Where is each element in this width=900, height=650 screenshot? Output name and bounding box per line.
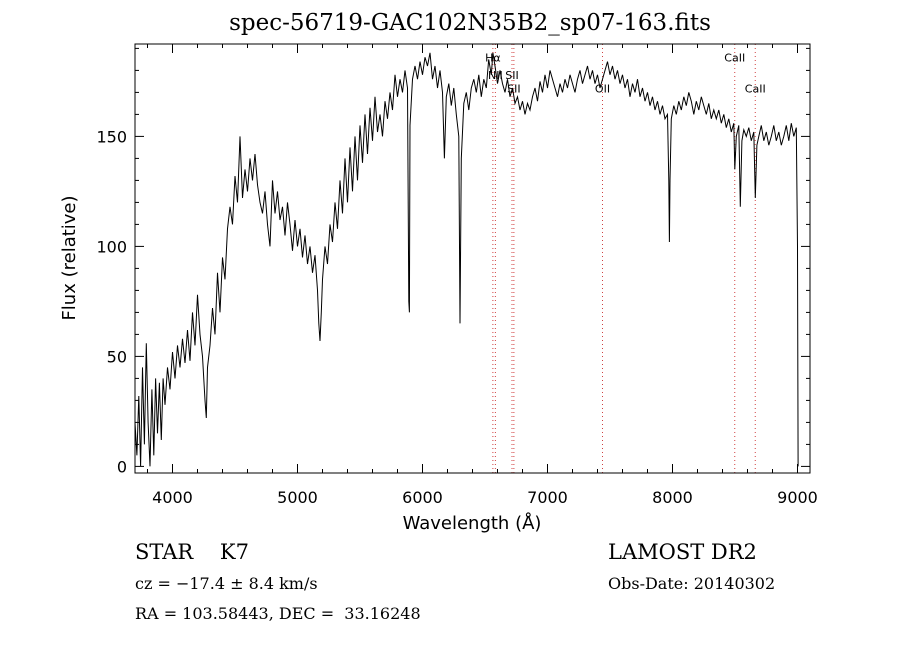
- marker-label-6: CaII: [745, 82, 766, 95]
- x-tick-label: 8000: [652, 488, 693, 507]
- x-tick-label: 4000: [152, 488, 193, 507]
- y-tick-label: 100: [96, 237, 127, 256]
- marker-label-5: CaII: [724, 52, 745, 65]
- x-tick-label: 9000: [777, 488, 818, 507]
- plot-frame: [134, 43, 811, 474]
- marker-label-2: SII: [505, 69, 518, 82]
- marker-label-3: SII: [507, 82, 520, 95]
- x-tick-label: 6000: [402, 488, 443, 507]
- redshift-velocity: cz = −17.4 ± 8.4 km/s: [135, 574, 318, 593]
- y-tick-label: 150: [96, 127, 127, 146]
- y-tick-label: 50: [107, 347, 127, 366]
- chart-title: spec-56719-GAC102N35B2_sp07-163.fits: [229, 10, 711, 36]
- x-tick-label: 7000: [527, 488, 568, 507]
- marker-label-0: Hα: [485, 52, 501, 65]
- y-axis-label: Flux (relative): [59, 195, 80, 320]
- axis-tick-labels: 4000 5000 6000 7000 8000 9000 0 50 100 150: [96, 127, 817, 507]
- survey-name: LAMOST DR2: [608, 540, 757, 564]
- object-class: STAR K7: [135, 540, 249, 564]
- spectrum-series-line: [134, 52, 799, 467]
- ra-dec-coordinates: RA = 103.58443, DEC = 33.16248: [135, 604, 421, 623]
- axis-ticks: [135, 44, 810, 473]
- x-tick-label: 5000: [277, 488, 318, 507]
- marker-label-4: OII: [595, 82, 610, 95]
- marker-label-1: NII: [488, 69, 503, 82]
- series-group: [134, 52, 799, 467]
- observation-date: Obs-Date: 20140302: [608, 574, 776, 593]
- marker-lines: [492, 44, 756, 473]
- x-axis-label: Wavelength (Å): [403, 512, 542, 534]
- y-tick-label: 0: [117, 457, 127, 476]
